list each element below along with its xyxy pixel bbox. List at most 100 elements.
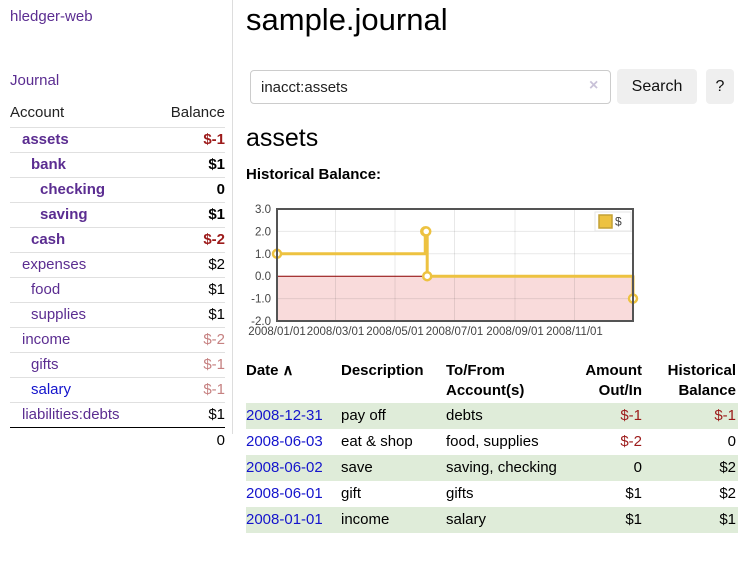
transaction-balance: 0: [727, 433, 736, 450]
transaction-date-cell: 2008-12-31: [246, 406, 341, 426]
transaction-amount: $-1: [620, 407, 642, 424]
account-row: assets $-1: [10, 127, 225, 152]
account-row: expenses $2: [10, 252, 225, 277]
y-tick-label: 2.0: [255, 226, 271, 238]
description-column-header: Description: [341, 362, 424, 379]
transactions-table: Date ∧ Description To/From Account(s) Amo…: [246, 361, 738, 533]
accounts-total-value: 0: [216, 432, 225, 449]
account-heading: assets: [246, 124, 319, 152]
help-button[interactable]: ?: [706, 69, 734, 104]
transaction-date-link[interactable]: 2008-06-03: [246, 433, 323, 450]
transaction-amount: $1: [625, 511, 642, 528]
x-tick-label: 2008/05/01: [366, 326, 424, 338]
account-row: food $1: [10, 277, 225, 302]
clear-search-icon[interactable]: ×: [589, 77, 599, 94]
x-tick-label: 2008/07/01: [426, 326, 484, 338]
accounts-table: Account Balance assets $-1 bank $1 checking 0…: [10, 101, 225, 453]
account-link[interactable]: food: [31, 281, 61, 298]
account-balance: $1: [208, 306, 225, 323]
search-button[interactable]: Search: [617, 69, 697, 104]
account-row: income $-2: [10, 327, 225, 352]
sort-ascending-icon: ∧: [282, 362, 294, 379]
y-tick-label: 0.0: [255, 271, 271, 283]
account-row: bank $1: [10, 152, 225, 177]
app-title-link[interactable]: hledger-web: [10, 8, 93, 25]
legend-swatch: [598, 214, 613, 229]
transaction-accounts: salary: [446, 511, 487, 528]
transaction-description: eat & shop: [341, 433, 413, 450]
balance-column-header: Historical Balance: [667, 362, 736, 399]
data-point-marker: [420, 226, 432, 237]
account-link[interactable]: checking: [40, 181, 106, 198]
x-tick-label: 2008/09/01: [486, 326, 544, 338]
transaction-date-link[interactable]: 2008-06-01: [246, 485, 323, 502]
transaction-row: 2008-01-01 income salary $1 $1: [246, 507, 738, 533]
transaction-date-link[interactable]: 2008-01-01: [246, 511, 323, 528]
transaction-description: pay off: [341, 407, 386, 424]
transaction-date-cell: 2008-06-03: [246, 432, 341, 452]
account-link[interactable]: saving: [40, 206, 88, 223]
transaction-date-link[interactable]: 2008-12-31: [246, 407, 323, 424]
transaction-description: income: [341, 511, 390, 528]
account-balance: $-1: [203, 131, 225, 148]
accounts-rows: assets $-1 bank $1 checking 0 saving $1 cash $-2 e…: [10, 127, 225, 427]
account-link[interactable]: supplies: [31, 306, 87, 323]
account-balance: $-2: [203, 331, 225, 348]
x-tick-label: 2008/01/01: [248, 326, 306, 338]
transaction-description: save: [341, 459, 373, 476]
y-tick-label: -2.0: [251, 316, 271, 328]
transaction-accounts: saving, checking: [446, 459, 557, 476]
legend-label: $: [615, 215, 622, 229]
account-balance: $-2: [203, 231, 225, 248]
transaction-amount: 0: [633, 459, 642, 476]
transaction-accounts: food, supplies: [446, 433, 539, 450]
transaction-accounts: gifts: [446, 485, 474, 502]
page-title: sample.journal: [246, 2, 448, 37]
accounts-table-header: Account Balance: [10, 101, 225, 127]
sidebar: hledger-web Journal Account Balance asse…: [0, 0, 233, 449]
date-column-header[interactable]: Date ∧: [246, 362, 294, 379]
account-row: salary $-1: [10, 377, 225, 402]
transaction-date-cell: 2008-06-01: [246, 484, 341, 504]
transaction-date-cell: 2008-06-02: [246, 458, 341, 478]
account-balance: $-1: [203, 381, 225, 398]
account-row: cash $-2: [10, 227, 225, 252]
account-link[interactable]: income: [22, 331, 71, 348]
account-link[interactable]: salary: [31, 381, 72, 398]
account-link[interactable]: bank: [31, 156, 67, 173]
transaction-row: 2008-06-03 eat & shop food, supplies $-2 0: [246, 429, 738, 455]
transaction-row: 2008-12-31 pay off debts $-1 $-1: [246, 403, 738, 429]
account-link[interactable]: liabilities:debts: [22, 406, 120, 423]
transaction-date-link[interactable]: 2008-06-02: [246, 459, 323, 476]
account-link[interactable]: expenses: [22, 256, 87, 273]
account-balance: $2: [208, 256, 225, 273]
y-tick-label: -1.0: [251, 294, 271, 306]
transaction-balance: $1: [719, 511, 736, 528]
x-tick-label: 2008/03/01: [307, 326, 365, 338]
account-row: supplies $1: [10, 302, 225, 327]
y-tick-label: 1.0: [255, 249, 271, 261]
transaction-amount: $1: [625, 485, 642, 502]
account-row: gifts $-1: [10, 352, 225, 377]
account-link[interactable]: assets: [22, 131, 69, 148]
transaction-date-cell: 2008-01-01: [246, 510, 341, 530]
accounts-column-header: To/From Account(s): [446, 362, 525, 399]
account-row: checking 0: [10, 177, 225, 202]
transaction-balance: $-1: [714, 407, 736, 424]
account-column-header: Account: [10, 104, 65, 121]
transaction-row: 2008-06-01 gift gifts $1 $2: [246, 481, 738, 507]
data-point-marker: [421, 270, 433, 282]
transactions-header-row: Date ∧ Description To/From Account(s) Amo…: [246, 361, 738, 403]
transaction-amount: $-2: [620, 433, 642, 450]
account-balance: $1: [208, 281, 225, 298]
account-link[interactable]: cash: [31, 231, 66, 248]
search-input[interactable]: [250, 70, 611, 104]
transaction-balance: $2: [719, 459, 736, 476]
x-tick-label: 2008/11/01: [546, 326, 603, 338]
negative-region: [277, 276, 633, 321]
account-link[interactable]: gifts: [31, 356, 59, 373]
sidebar-item-journal[interactable]: Journal: [10, 72, 60, 89]
transaction-balance: $2: [719, 485, 736, 502]
account-balance: $1: [208, 206, 225, 223]
account-balance: $1: [208, 156, 225, 173]
